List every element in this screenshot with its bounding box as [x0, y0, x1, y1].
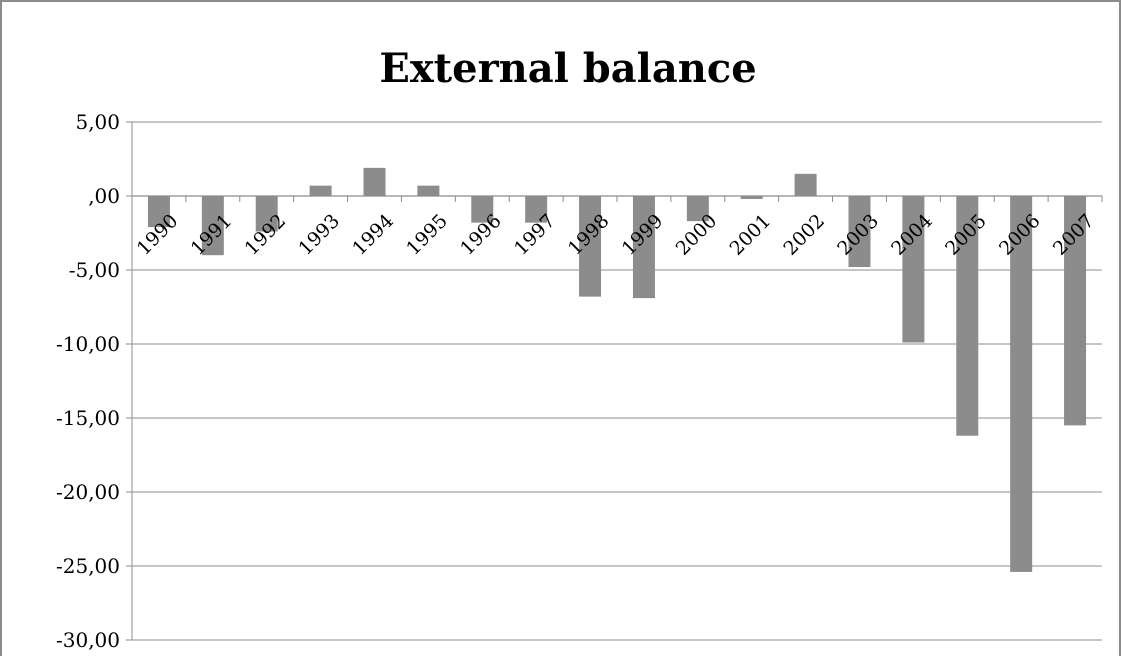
x-tick-label: 1994	[348, 210, 398, 260]
x-tick-label: 2002	[779, 210, 829, 260]
bar	[1064, 196, 1087, 426]
bar	[579, 196, 602, 297]
chart-title: External balance	[379, 45, 756, 92]
bar	[255, 196, 278, 232]
bar	[848, 196, 871, 268]
y-tick-label: -5,00	[69, 258, 120, 282]
bar	[956, 196, 979, 436]
bar	[363, 167, 386, 196]
bar	[740, 196, 763, 199]
y-tick-label: -15,00	[56, 406, 120, 430]
y-tick-label: -25,00	[56, 554, 120, 578]
bar	[417, 185, 440, 196]
x-axis	[131, 195, 1103, 202]
y-tick-label: ,00	[88, 184, 120, 208]
bar	[525, 196, 548, 223]
bar	[902, 196, 925, 343]
y-axis: 5,00 ,00 -5,00 -10,00 -15,00 -20,00 -25,00 -30,…	[56, 110, 133, 652]
x-tick-labels: 1990 1991 1992 1993 1994 1995 1996 1997 1998 1999…	[133, 210, 1099, 260]
bars	[147, 167, 1087, 572]
x-tick-label: 1995	[402, 210, 452, 260]
bar	[201, 196, 224, 256]
x-tick-label: 2001	[726, 210, 776, 260]
y-tick-label: -20,00	[56, 480, 120, 504]
bar	[1010, 196, 1033, 572]
bar	[632, 196, 655, 299]
y-tick-label: -10,00	[56, 332, 120, 356]
bar	[471, 196, 494, 223]
bar	[686, 196, 709, 222]
gridlines	[132, 121, 1102, 641]
bar	[794, 173, 817, 196]
bar	[309, 185, 332, 196]
y-tick-label: 5,00	[75, 110, 120, 134]
x-tick-label: 1993	[294, 210, 344, 260]
bar	[147, 196, 170, 228]
y-tick-label: -30,00	[56, 628, 120, 652]
